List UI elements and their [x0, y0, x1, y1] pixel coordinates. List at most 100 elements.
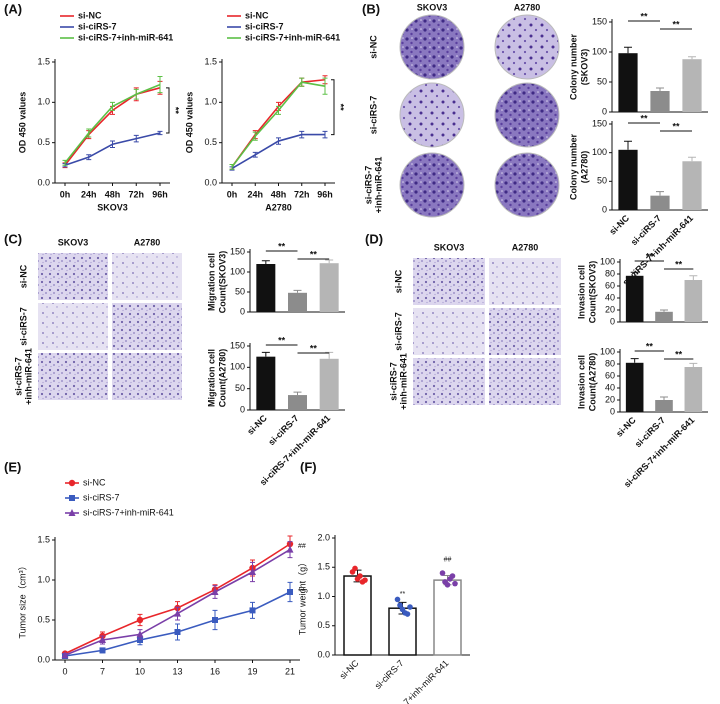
- bar: [288, 292, 307, 312]
- y-tick-label: 1.5: [37, 534, 50, 544]
- y-axis-label: OD 450 values: [17, 92, 27, 154]
- data-point: [362, 577, 368, 583]
- marker: [212, 617, 218, 623]
- y-tick-label: 0.5: [37, 614, 50, 624]
- y-axis-label: Count(SKOV3): [217, 251, 227, 314]
- y-tick-label: 100: [592, 46, 607, 56]
- annotation: ##: [444, 556, 452, 563]
- series-line: [64, 83, 161, 164]
- y-tick-label: 1.0: [37, 97, 50, 107]
- x-tick-label: 24h: [247, 189, 263, 199]
- y-tick-label: 0: [602, 106, 607, 116]
- marker: [68, 479, 76, 487]
- bar: [684, 367, 703, 412]
- series-line: [231, 78, 326, 168]
- x-tick-label: si-NC: [245, 413, 269, 437]
- data-point: [447, 576, 453, 582]
- x-tick-label: si-NC: [338, 658, 361, 681]
- error-bar: [656, 87, 664, 91]
- marker: [136, 616, 144, 624]
- column-label: SKOV3: [434, 242, 465, 252]
- error-bar: [261, 260, 270, 264]
- x-tick-label: 19: [247, 666, 257, 676]
- y-axis-label: Invasion cell: [576, 265, 586, 319]
- annotation: **: [278, 335, 286, 345]
- annotation: **: [278, 241, 286, 251]
- annotation: **: [672, 121, 680, 131]
- y-tick-label: 50: [597, 76, 607, 86]
- data-point: [357, 573, 363, 579]
- marker: [68, 509, 76, 516]
- error-bar: [624, 46, 632, 54]
- plate-image: [494, 152, 560, 218]
- y-tick-label: 40: [605, 382, 615, 392]
- bar: [256, 264, 276, 312]
- error-bar: [276, 105, 281, 115]
- plate-image: [399, 82, 465, 148]
- marker: [174, 609, 181, 617]
- bar: [288, 395, 307, 410]
- error-bar: [656, 191, 664, 196]
- error-bar: [689, 362, 698, 367]
- bar: [650, 91, 670, 112]
- y-tick-label: 0: [610, 406, 615, 416]
- annotation: **: [640, 11, 648, 21]
- y-axis-label: Colony number: [568, 134, 578, 200]
- cell-image: [38, 303, 108, 350]
- marker: [69, 495, 75, 501]
- panel-label: (C): [4, 231, 22, 246]
- marker: [249, 607, 256, 614]
- legend-label: si-NC: [83, 477, 106, 487]
- y-tick-label: 150: [592, 16, 607, 26]
- y-axis-label: Migration cell: [206, 253, 216, 311]
- plate-image: [494, 14, 560, 80]
- annotation: **: [310, 343, 318, 353]
- error-bar: [261, 351, 270, 357]
- panel-label: (F): [300, 459, 317, 474]
- y-axis-label: Tumor weight（g）: [297, 558, 307, 635]
- error-bar: [660, 396, 668, 400]
- panel-label: (D): [365, 231, 383, 246]
- legend-label: si-ciRS-7+inh-miR-641: [78, 32, 173, 42]
- x-tick-label: 72h: [128, 189, 144, 199]
- y-tick-label: 0: [602, 204, 607, 214]
- error-bar: [110, 140, 115, 149]
- y-tick-label: 20: [605, 304, 615, 314]
- x-tick-label: si-NC: [614, 415, 638, 439]
- cell-image: [413, 358, 485, 405]
- x-tick-label: 96h: [317, 189, 333, 199]
- marker: [211, 588, 219, 595]
- y-tick-label: 1.0: [204, 97, 217, 107]
- x-tick-label: 7: [100, 666, 105, 676]
- y-tick-label: 20: [605, 394, 615, 404]
- annotation: **: [646, 341, 654, 351]
- x-tick-label: si-NC: [607, 213, 631, 237]
- legend-label: si-NC: [245, 10, 269, 20]
- series-line: [64, 87, 161, 166]
- error-bar: [688, 156, 696, 162]
- column-label: A2780: [134, 237, 161, 247]
- plate-image: [494, 82, 560, 148]
- bar: [655, 311, 673, 322]
- error-bar: [110, 101, 115, 111]
- marker: [99, 636, 106, 643]
- marker: [174, 629, 181, 635]
- data-point: [352, 565, 358, 572]
- data-point: [397, 602, 403, 609]
- error-bar: [688, 56, 696, 60]
- bar: [682, 161, 702, 210]
- y-tick-label: 0.5: [204, 137, 217, 147]
- bar: [618, 149, 638, 210]
- y-tick-label: 2.0: [317, 532, 330, 542]
- error-bar: [293, 391, 302, 396]
- y-tick-label: 0.0: [37, 177, 50, 187]
- marker: [249, 568, 256, 575]
- row-label: +inh-miR-641: [23, 348, 33, 405]
- bar: [256, 356, 276, 410]
- error-bar: [322, 77, 328, 95]
- annotation: **: [310, 249, 318, 259]
- y-axis-label: Tumor size（cm³）: [17, 561, 27, 638]
- plate-image: [399, 152, 465, 218]
- annotation: **: [672, 19, 680, 29]
- legend-label: si-ciRS-7+inh-miR-641: [245, 32, 340, 42]
